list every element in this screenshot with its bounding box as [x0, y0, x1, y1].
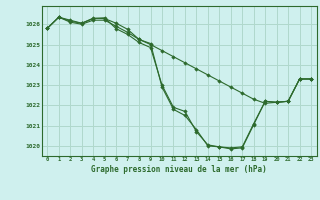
X-axis label: Graphe pression niveau de la mer (hPa): Graphe pression niveau de la mer (hPa)	[91, 165, 267, 174]
